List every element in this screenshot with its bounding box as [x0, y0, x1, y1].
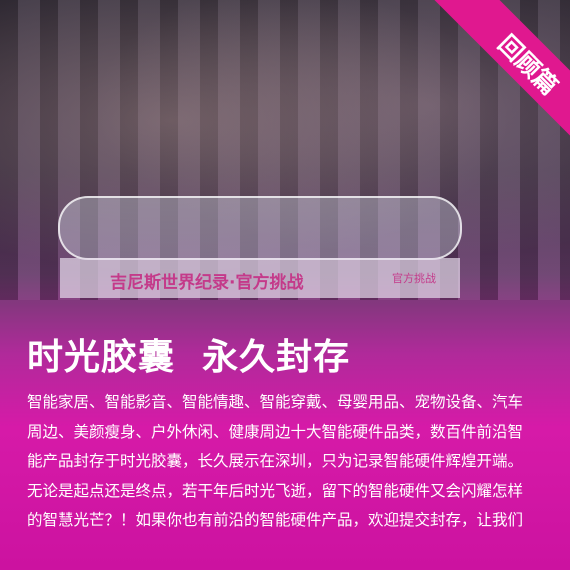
paragraph-line: 能产品封存于时光胶囊，长久展示在深圳，只为记录智能硬件辉煌开端。 [27, 452, 524, 470]
paragraph: 智能家居、智能影音、智能情趣、智能穿戴、母婴用品、宠物设备、汽车 周边、美颜瘦身、… [27, 388, 557, 536]
paragraph-line: 的智慧光芒？！如果你也有前沿的智能硬件产品，欢迎提交封存，让我们 [27, 511, 524, 529]
banner-badge: 官方挑战 [392, 272, 436, 285]
time-capsule [58, 196, 462, 260]
photo-crowd [0, 0, 570, 300]
capsule-base [60, 258, 460, 298]
title: 时光胶囊 永久封存 [27, 337, 351, 378]
paragraph-line: 周边、美颜瘦身、户外休闲、健康周边十大智能硬件品类，数百件前沿智 [27, 422, 524, 441]
paragraph-line: 智能家居、智能影音、智能情趣、智能穿戴、母婴用品、宠物设备、汽车 [27, 393, 524, 411]
paragraph-line: 无论是起点还是终点，若干年后时光飞逝，留下的智能硬件又会闪耀怎样 [27, 481, 524, 500]
banner-text: 吉尼斯世界纪录·官方挑战 [110, 273, 304, 293]
